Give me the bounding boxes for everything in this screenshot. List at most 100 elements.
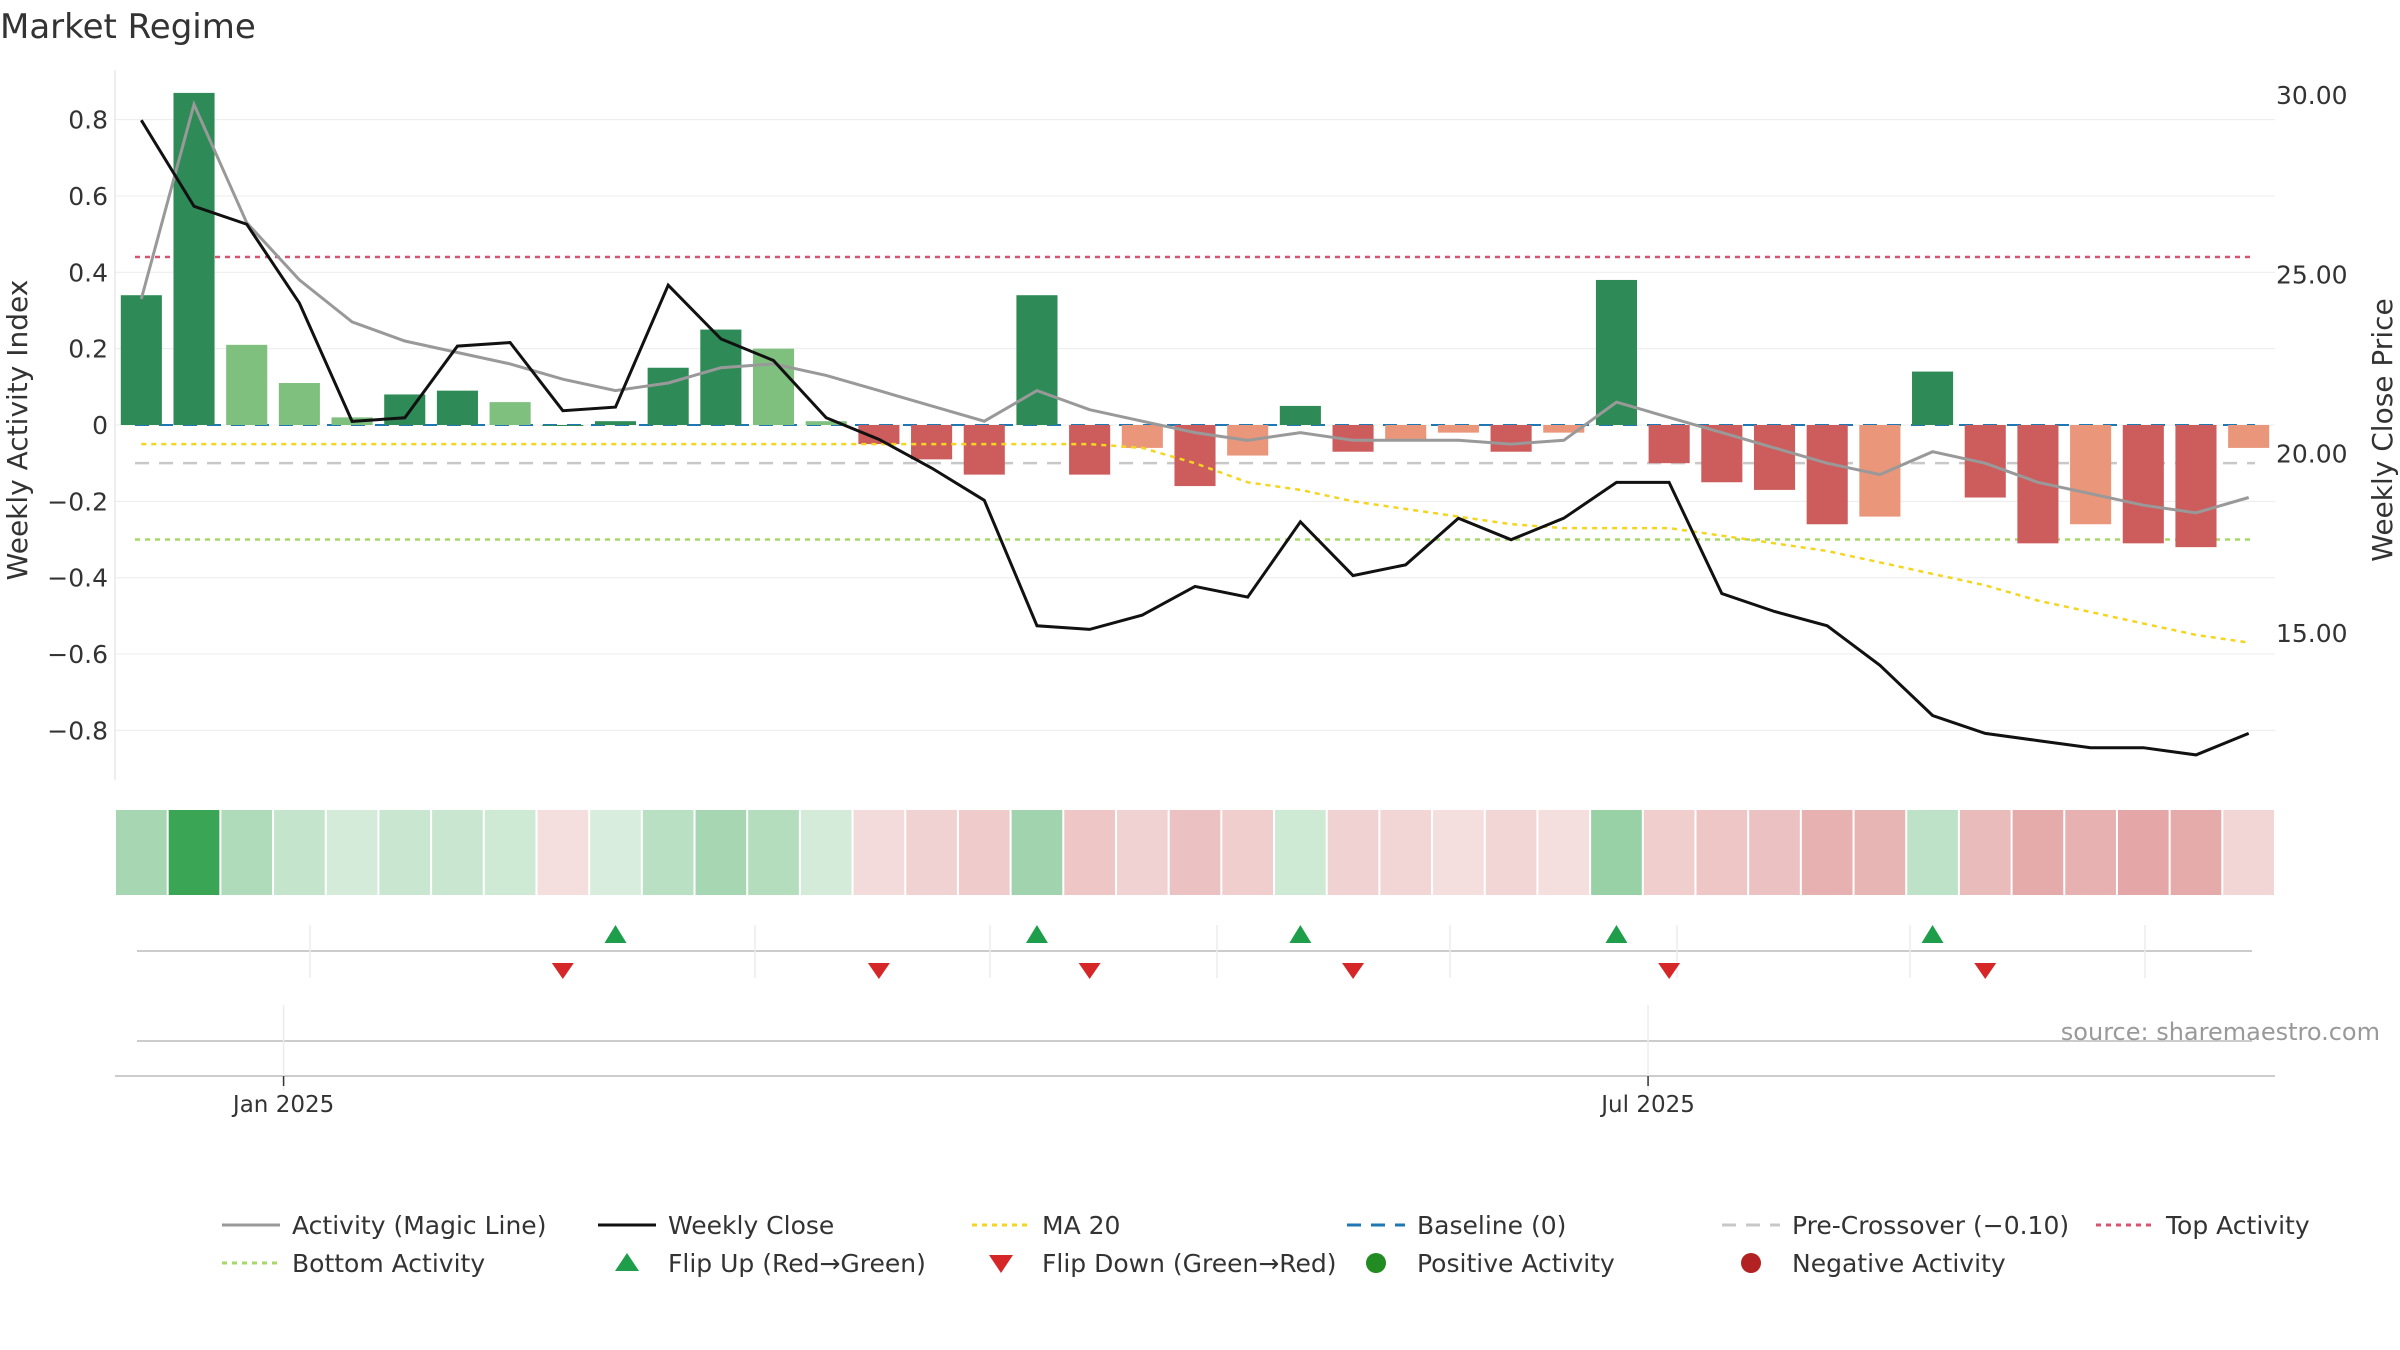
y-left-tick-label: 0 bbox=[92, 411, 108, 440]
regime-strip-cell bbox=[1380, 810, 1432, 895]
activity-bar bbox=[1912, 371, 1954, 425]
regime-strip-cell bbox=[2170, 810, 2222, 895]
x-tick-label: Jan 2025 bbox=[231, 1092, 334, 1118]
regime-strip-cell bbox=[853, 810, 905, 895]
activity-bar bbox=[2228, 425, 2270, 448]
legend-label: Negative Activity bbox=[1792, 1249, 2006, 1278]
regime-strip-cell bbox=[1011, 810, 1063, 895]
activity-bar bbox=[2175, 425, 2217, 548]
activity-bars bbox=[120, 92, 2270, 548]
y-left-tick-label: −0.2 bbox=[47, 487, 108, 516]
activity-bar bbox=[1701, 425, 1743, 483]
regime-strip-cell bbox=[1169, 810, 1221, 895]
regime-strip-cell bbox=[1749, 810, 1800, 895]
activity-bar bbox=[1016, 295, 1058, 425]
legend-label: Baseline (0) bbox=[1417, 1211, 1566, 1240]
activity-bar bbox=[489, 402, 531, 425]
y-right-axis-label: Weekly Close Price bbox=[2366, 298, 2399, 561]
flip-up-marker bbox=[1921, 925, 1944, 943]
flip-down-marker bbox=[867, 963, 890, 979]
flip-up-marker bbox=[604, 925, 627, 943]
flip-down-marker bbox=[1974, 963, 1997, 979]
regime-strip-cell bbox=[116, 810, 167, 895]
regime-strip-cell bbox=[590, 810, 641, 895]
regime-strip-cell bbox=[1643, 810, 1695, 895]
y-right-tick-label: 30.00 bbox=[2276, 81, 2348, 110]
legend-label: Flip Up (Red→Green) bbox=[668, 1249, 926, 1278]
ma20-line bbox=[141, 442, 2249, 644]
activity-bar bbox=[1806, 425, 1848, 525]
flip-up-marker bbox=[1605, 925, 1628, 943]
regime-strip-cell bbox=[1907, 810, 1958, 895]
regime-strip-cell bbox=[379, 810, 431, 895]
legend-label: Positive Activity bbox=[1417, 1249, 1615, 1278]
activity-bar bbox=[1385, 425, 1427, 441]
activity-bar bbox=[278, 383, 320, 425]
regime-strip-cell bbox=[2012, 810, 2064, 895]
y-right-tick-label: 25.00 bbox=[2276, 260, 2348, 289]
axes: 0.8 0.6 0.4 0.2 0 −0.2 −0.4 −0.6 −0.8 30.00 25.00 2… bbox=[47, 70, 2348, 780]
x-axis: Jan 2025 Jul 2025 bbox=[115, 1005, 2275, 1118]
regime-strip-cell bbox=[221, 810, 273, 895]
legend: Activity (Magic Line) Weekly Close MA 20 Ba… bbox=[222, 1211, 2310, 1278]
regime-strip-cell bbox=[958, 810, 1010, 895]
x-tick-label: Jul 2025 bbox=[1599, 1092, 1695, 1118]
legend-label: MA 20 bbox=[1042, 1211, 1120, 1240]
y-left-axis-label: Weekly Activity Index bbox=[1, 280, 34, 581]
magic-line bbox=[139, 99, 2250, 515]
regime-strip-cell bbox=[484, 810, 536, 895]
flip-markers-panel bbox=[137, 925, 2252, 979]
activity-bar bbox=[1753, 425, 1796, 490]
regime-strip-cell bbox=[800, 810, 852, 895]
flip-down-marker bbox=[1658, 963, 1681, 979]
legend-swatch-flip-up bbox=[615, 1253, 639, 1271]
activity-bar bbox=[963, 425, 1005, 475]
activity-bar bbox=[647, 367, 689, 425]
regime-strip-cell bbox=[1433, 810, 1484, 895]
legend-swatch-flip-down bbox=[989, 1255, 1013, 1273]
regime-strip-cell bbox=[1959, 810, 2011, 895]
legend-label: Activity (Magic Line) bbox=[292, 1211, 546, 1240]
activity-bar bbox=[1121, 425, 1163, 448]
legend-label: Top Activity bbox=[2165, 1211, 2310, 1240]
y-left-tick-label: 0.4 bbox=[68, 258, 108, 287]
activity-bar bbox=[858, 425, 900, 445]
activity-bar bbox=[805, 421, 847, 425]
regime-strip-cell bbox=[695, 810, 747, 895]
activity-bar bbox=[911, 425, 953, 460]
regime-strip-cell bbox=[906, 810, 957, 895]
y-left-tick-label: −0.4 bbox=[47, 564, 108, 593]
regime-strip-cell bbox=[326, 810, 378, 895]
regime-strip-cell bbox=[1064, 810, 1115, 895]
activity-bar bbox=[173, 92, 215, 425]
weekly-close-line bbox=[140, 119, 2250, 757]
regime-strip-cell bbox=[642, 810, 694, 895]
regime-strip-cell bbox=[432, 810, 483, 895]
activity-bar bbox=[1069, 425, 1111, 475]
regime-strip-cell bbox=[168, 810, 220, 895]
regime-strip-cell bbox=[2223, 810, 2274, 895]
flip-up-marker bbox=[1025, 925, 1048, 943]
regime-strip bbox=[116, 810, 2274, 895]
activity-bar bbox=[2122, 425, 2164, 544]
regime-strip-cell bbox=[1854, 810, 1906, 895]
flip-up-marker bbox=[1289, 925, 1312, 943]
regime-strip-cell bbox=[1116, 810, 1168, 895]
activity-bar bbox=[226, 344, 268, 425]
regime-strip-cell bbox=[1222, 810, 1274, 895]
regime-strip-cell bbox=[1801, 810, 1853, 895]
legend-label: Flip Down (Green→Red) bbox=[1042, 1249, 1337, 1278]
legend-swatch-dot bbox=[1366, 1253, 1386, 1273]
activity-bar bbox=[1490, 425, 1532, 452]
legend-label: Pre-Crossover (−0.10) bbox=[1792, 1211, 2069, 1240]
activity-bar bbox=[1437, 425, 1479, 433]
regime-strip-cell bbox=[1591, 810, 1642, 895]
activity-bar bbox=[2070, 425, 2112, 525]
series-lines bbox=[139, 99, 2250, 757]
activity-bar bbox=[120, 295, 162, 425]
regime-strip-cell bbox=[1275, 810, 1326, 895]
activity-bar bbox=[594, 421, 637, 425]
regime-strip-cell bbox=[1696, 810, 1748, 895]
y-left-tick-label: 0.2 bbox=[68, 335, 108, 364]
